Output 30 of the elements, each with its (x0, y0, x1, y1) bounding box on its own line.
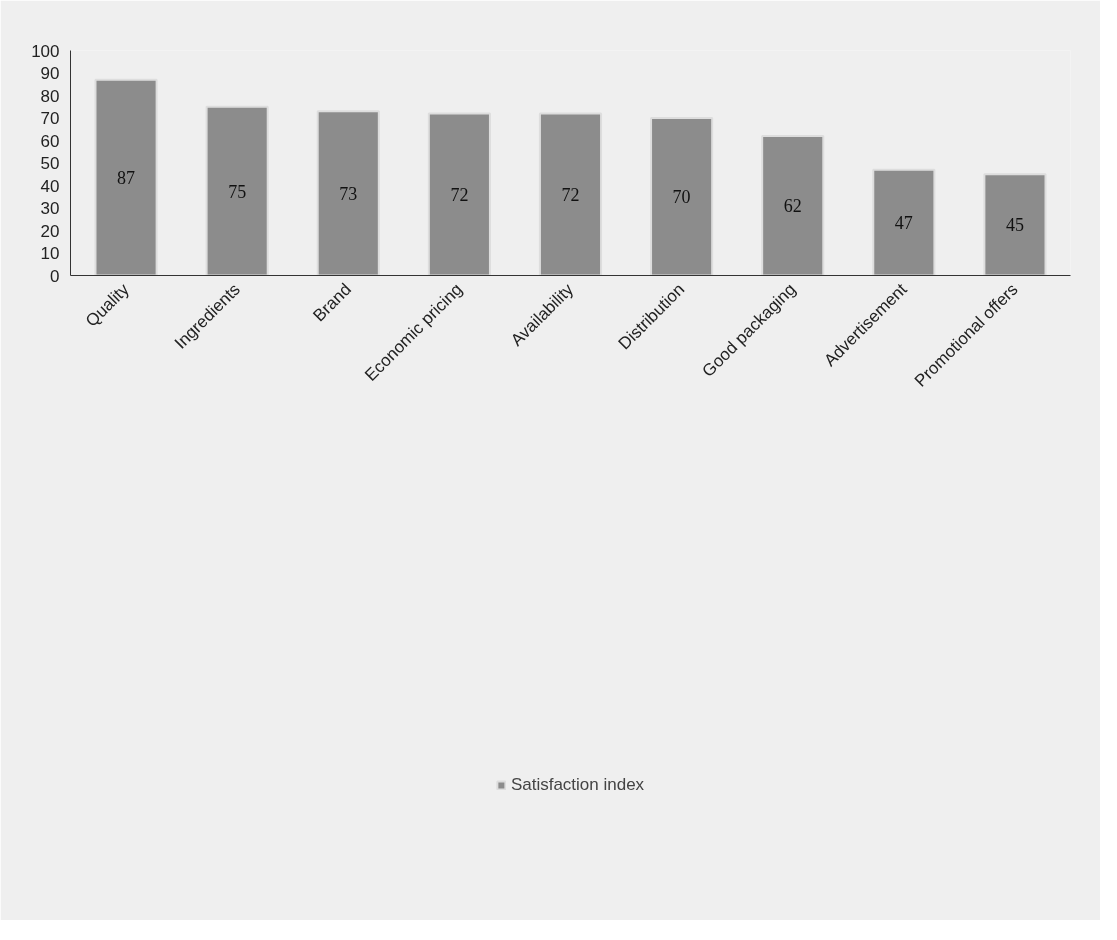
data-label: 72 (561, 185, 580, 205)
y-tick-label: 30 (40, 199, 60, 218)
data-label: 47 (894, 213, 913, 234)
bar (983, 173, 1047, 276)
y-tick-label: 100 (31, 41, 60, 61)
legend-label: Satisfaction index (510, 775, 645, 795)
data-label: 87 (117, 168, 136, 189)
y-tick-label: 10 (40, 244, 60, 263)
y-tick-label: 50 (40, 154, 60, 173)
y-tick-label: 70 (40, 109, 60, 128)
bar (872, 168, 936, 276)
data-label: 45 (1005, 215, 1024, 236)
bar (316, 110, 380, 276)
bar (650, 117, 714, 276)
y-tick-label: 0 (50, 266, 60, 286)
bar (538, 112, 603, 276)
y-tick-label: 80 (40, 86, 60, 106)
y-tick-label: 40 (40, 176, 60, 196)
data-label: 62 (783, 196, 802, 217)
y-tick-label: 60 (40, 131, 60, 151)
bar (427, 112, 491, 276)
bar (761, 135, 825, 276)
data-label: 72 (450, 185, 469, 205)
data-label: 75 (228, 181, 247, 202)
data-label: 70 (672, 187, 691, 208)
bar (94, 78, 158, 276)
y-tick-label: 90 (40, 64, 60, 83)
bar (205, 105, 269, 276)
y-tick-label: 20 (40, 221, 60, 241)
data-label: 73 (339, 183, 358, 204)
